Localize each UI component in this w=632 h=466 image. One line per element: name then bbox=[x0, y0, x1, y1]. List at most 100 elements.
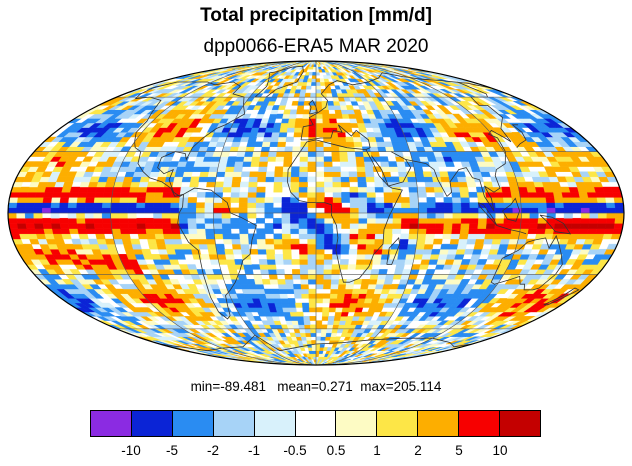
field-cell bbox=[307, 161, 317, 167]
field-cell bbox=[290, 243, 300, 250]
field-cell bbox=[25, 202, 35, 209]
field-cell bbox=[519, 223, 530, 229]
field-cell bbox=[277, 136, 287, 143]
field-cell bbox=[399, 238, 409, 245]
field-cell bbox=[204, 202, 214, 209]
field-cell bbox=[383, 228, 393, 235]
field-cell bbox=[246, 141, 256, 147]
field-cell bbox=[329, 127, 338, 133]
field-cell bbox=[155, 181, 166, 188]
field-cell bbox=[344, 288, 354, 294]
field-cell bbox=[196, 228, 207, 235]
field-cell bbox=[16, 212, 26, 219]
field-cell bbox=[324, 228, 334, 235]
field-cell bbox=[51, 223, 61, 229]
field-cell bbox=[528, 223, 539, 229]
field-cell bbox=[199, 171, 210, 178]
field-cell bbox=[516, 238, 527, 245]
field-cell bbox=[290, 238, 300, 245]
field-cell bbox=[130, 181, 141, 188]
field-cell bbox=[308, 141, 317, 147]
field-cell bbox=[416, 186, 427, 193]
field-cell bbox=[407, 243, 417, 250]
field-cell bbox=[195, 212, 206, 219]
field-cell bbox=[484, 233, 495, 240]
field-cell bbox=[349, 233, 359, 240]
field-cell bbox=[111, 228, 122, 235]
field-cell bbox=[349, 202, 360, 209]
field-cell bbox=[337, 288, 346, 294]
field-cell bbox=[298, 186, 308, 193]
field-cell bbox=[112, 186, 123, 193]
field-cell bbox=[307, 269, 317, 275]
field-cell bbox=[364, 161, 374, 167]
field-cell bbox=[537, 197, 547, 203]
field-cell bbox=[256, 197, 266, 203]
field-cell bbox=[357, 233, 368, 240]
field-cell bbox=[170, 207, 180, 214]
field-cell bbox=[407, 181, 418, 188]
field-cell bbox=[260, 146, 271, 152]
field-cell bbox=[257, 176, 267, 183]
field-cell bbox=[572, 207, 582, 214]
field-cell bbox=[595, 228, 606, 235]
field-cell bbox=[323, 279, 332, 285]
field-cell bbox=[62, 181, 74, 188]
field-cell bbox=[435, 212, 445, 219]
field-cell bbox=[198, 243, 209, 250]
field-cell bbox=[278, 288, 288, 294]
field-cell bbox=[262, 136, 272, 143]
field-cell bbox=[79, 238, 91, 245]
field-cell bbox=[127, 223, 138, 229]
field-cell bbox=[315, 197, 325, 203]
field-cell bbox=[366, 223, 376, 229]
field-cell bbox=[418, 207, 428, 214]
field-cell bbox=[186, 264, 198, 270]
field-cell bbox=[456, 243, 467, 250]
field-cell bbox=[181, 176, 192, 183]
field-cell bbox=[153, 202, 163, 209]
field-cell bbox=[588, 217, 599, 224]
field-cell bbox=[396, 259, 406, 265]
field-cell bbox=[205, 233, 216, 240]
field-cell bbox=[349, 197, 359, 203]
field-cell bbox=[255, 284, 265, 290]
field-cell bbox=[312, 66, 317, 70]
field-cell bbox=[276, 146, 286, 152]
field-cell bbox=[526, 186, 537, 193]
field-cell bbox=[330, 136, 339, 143]
field-cell bbox=[413, 166, 424, 172]
field-cell bbox=[299, 156, 309, 162]
field-cell bbox=[385, 146, 395, 152]
field-cell bbox=[154, 191, 164, 198]
field-cell bbox=[25, 217, 35, 224]
field-cell bbox=[315, 264, 325, 270]
field-cell bbox=[588, 197, 598, 203]
field-cell bbox=[274, 254, 284, 260]
field-cell bbox=[238, 223, 249, 229]
field-cell bbox=[322, 113, 330, 119]
field-cell bbox=[245, 146, 255, 152]
field-cell bbox=[180, 340, 195, 345]
field-cell bbox=[204, 223, 215, 229]
field-cell bbox=[324, 176, 333, 183]
field-cell bbox=[376, 141, 386, 147]
field-cell bbox=[475, 186, 486, 193]
field-cell bbox=[554, 202, 565, 209]
field-cell bbox=[357, 176, 367, 183]
field-cell bbox=[502, 197, 513, 203]
field-cell bbox=[311, 347, 317, 351]
field-cell bbox=[113, 238, 124, 245]
field-cell bbox=[208, 254, 219, 260]
field-cell bbox=[299, 92, 306, 98]
field-cell bbox=[356, 171, 367, 178]
field-cell bbox=[423, 176, 434, 183]
field-cell bbox=[85, 223, 95, 229]
field-cell bbox=[264, 197, 274, 203]
field-cell bbox=[307, 248, 317, 255]
field-cell bbox=[330, 284, 339, 290]
field-cell bbox=[322, 118, 331, 124]
field-cell bbox=[243, 156, 253, 162]
field-cell bbox=[84, 207, 94, 214]
field-cell bbox=[603, 228, 615, 235]
